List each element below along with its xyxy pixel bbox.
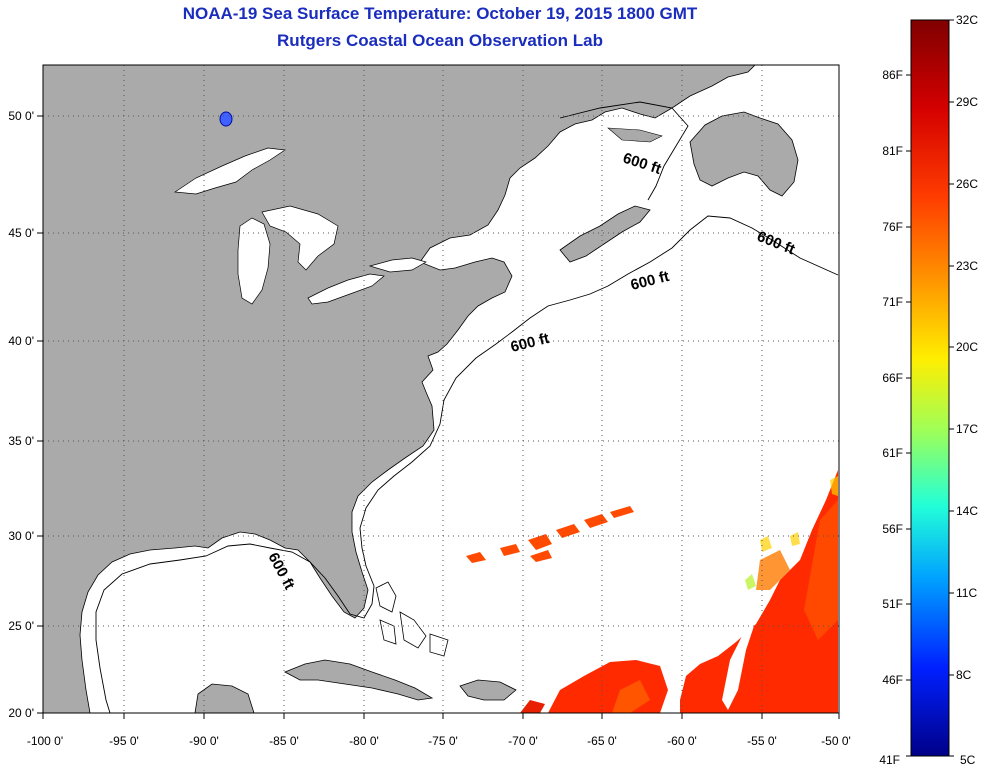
fahrenheit-label: 51F [882, 597, 903, 611]
land-cuba [284, 659, 434, 701]
lat-label: 35 0' [8, 434, 34, 448]
depth-contour-600ft-gulf-stlawrence [559, 101, 689, 201]
axis-ticks [37, 115, 840, 719]
celsius-label: 26C [956, 177, 978, 191]
sst-observations [466, 470, 838, 713]
colorbar-gradient [910, 19, 950, 757]
celsius-label: 29C [956, 95, 978, 109]
celsius-label: 5C [960, 753, 976, 767]
lat-label: 25 0' [8, 619, 34, 633]
depth-contour-600ft [95, 215, 839, 713]
celsius-label: 23C [956, 259, 978, 273]
lat-label: 20 0' [8, 706, 34, 720]
land-newfoundland [689, 111, 799, 197]
lon-label: -65 0' [587, 734, 617, 748]
land-nova-scotia [559, 205, 651, 263]
fahrenheit-label: 76F [882, 220, 903, 234]
lon-label: -90 0' [189, 734, 219, 748]
celsius-label: 17C [956, 422, 978, 436]
lon-label: -85 0' [269, 734, 299, 748]
map-frame [42, 64, 840, 714]
lake-superior [173, 147, 286, 195]
lon-labels: -100 0' -95 0' -90 0' -85 0' -80 0' -75 … [27, 734, 851, 748]
map-area: 600 ft 600 ft 600 ft 600 ft 600 ft [43, 65, 839, 713]
lake-huron [261, 205, 339, 271]
lon-label: -75 0' [428, 734, 458, 748]
lon-label: -55 0' [747, 734, 777, 748]
lat-label: 50 0' [8, 109, 34, 123]
celsius-label: 11C [956, 586, 977, 600]
map-title: NOAA-19 Sea Surface Temperature: October… [182, 4, 698, 23]
lake-michigan [237, 217, 271, 305]
celsius-label: 32C [956, 13, 978, 27]
lon-label: -50 0' [821, 734, 851, 748]
lake-nipigon [219, 111, 233, 127]
land-hispaniola [459, 679, 517, 701]
fahrenheit-label: 86F [882, 68, 903, 82]
lon-label: -60 0' [667, 734, 697, 748]
lat-label: 45 0' [8, 226, 34, 240]
bahamas [375, 581, 449, 657]
celsius-label: 14C [956, 504, 978, 518]
land-anticosti [607, 127, 663, 143]
lon-label: -80 0' [349, 734, 379, 748]
lon-label: -95 0' [109, 734, 139, 748]
lat-label: 40 0' [8, 334, 34, 348]
lake-erie [307, 273, 385, 305]
lon-label: -70 0' [508, 734, 538, 748]
lat-label: 30 0' [8, 529, 34, 543]
graticule [43, 65, 839, 713]
land-north-america [43, 65, 756, 713]
fahrenheit-label: 46F [882, 673, 903, 687]
lon-label: -100 0' [27, 734, 63, 748]
map-subtitle: Rutgers Coastal Ocean Observation Lab [277, 31, 603, 50]
celsius-label: 20C [956, 340, 978, 354]
fahrenheit-label: 81F [882, 144, 903, 158]
lake-ontario [368, 257, 427, 273]
fahrenheit-label: 56F [882, 522, 903, 536]
colorbar: 32C 29C 26C 23C 20C 17C 14C 11C 8C 5C 86… [879, 13, 978, 767]
land-yucatan [194, 683, 255, 713]
fahrenheit-label: 71F [882, 295, 903, 309]
celsius-label: 8C [956, 668, 972, 682]
fahrenheit-label: 66F [882, 371, 903, 385]
fahrenheit-label: 61F [882, 446, 903, 460]
fahrenheit-label: 41F [879, 753, 900, 767]
lat-labels: 50 0' 45 0' 40 0' 35 0' 30 0' 25 0' 20 0… [8, 109, 34, 720]
